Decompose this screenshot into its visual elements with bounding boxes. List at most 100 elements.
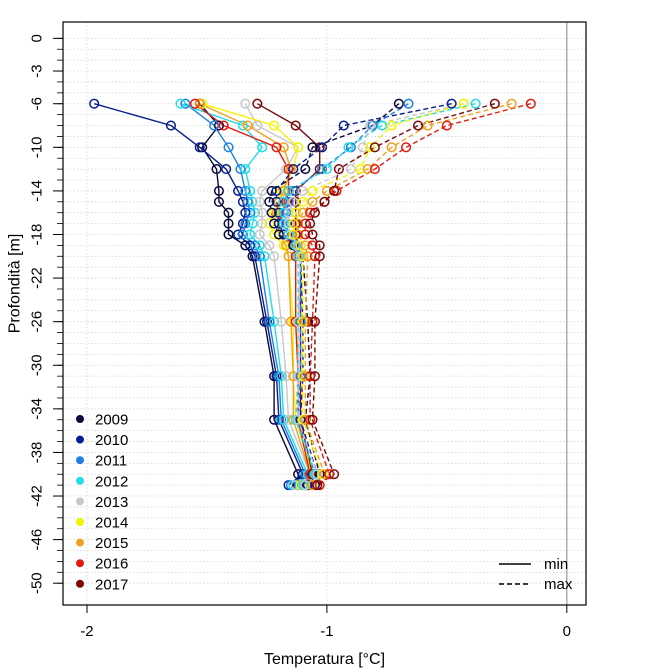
- data-point-2017-max: [312, 480, 323, 491]
- data-point-2013-min: [252, 120, 263, 131]
- data-point-2011-min: [180, 98, 191, 109]
- data-point-2016-max: [441, 120, 452, 131]
- legend-swatch-2012: [76, 476, 84, 485]
- data-point-2012-max: [343, 142, 354, 153]
- y-axis-label: Profondità [m]: [7, 234, 24, 334]
- data-point-2012-min: [247, 218, 258, 229]
- y-tick-label: -42: [29, 485, 46, 507]
- x-tick-label: -1: [320, 623, 333, 640]
- data-point-2012-min: [269, 316, 280, 327]
- data-point-2015-min: [278, 142, 289, 153]
- data-point-2016-max: [307, 240, 318, 251]
- series-line-2010-min: [94, 103, 304, 486]
- legend-label-2010: 2010: [95, 432, 128, 449]
- data-point-2014-max: [295, 240, 306, 251]
- data-point-2012-max: [321, 164, 332, 175]
- data-point-2012-max: [283, 185, 294, 196]
- data-point-2017-max: [314, 251, 325, 262]
- data-point-2009-max: [393, 98, 404, 109]
- data-point-2012-min: [278, 414, 289, 425]
- legend-label-2012: 2012: [95, 473, 128, 490]
- data-point-2015-max: [300, 371, 311, 382]
- data-point-2015-max: [307, 480, 318, 491]
- legend-label-2015: 2015: [95, 535, 128, 552]
- data-point-2009-max: [269, 218, 280, 229]
- data-point-2010-max: [317, 142, 328, 153]
- data-point-2016-max: [525, 98, 536, 109]
- x-axis-label: Temperatura [°C]: [264, 651, 385, 668]
- data-point-2014-max: [458, 98, 469, 109]
- data-point-2016-max: [305, 371, 316, 382]
- y-tick-label: -26: [29, 311, 46, 333]
- data-point-2013-max: [293, 414, 304, 425]
- data-point-2015-max: [302, 251, 313, 262]
- y-tick-label: -50: [29, 572, 46, 594]
- data-point-2013-max: [288, 196, 299, 207]
- data-point-2015-max: [321, 185, 332, 196]
- series-line-2009-min: [199, 103, 299, 486]
- series-line-2015-min: [199, 103, 311, 486]
- legend-swatch-2014: [76, 518, 84, 526]
- data-point-2010-min: [165, 120, 177, 131]
- legend-label-2013: 2013: [95, 494, 128, 511]
- data-point-2009-max: [300, 164, 311, 175]
- series-line-2016-min: [194, 103, 311, 486]
- data-point-2012-min: [249, 207, 260, 218]
- data-point-2015-min: [278, 185, 289, 196]
- data-point-2017-max: [309, 371, 320, 382]
- data-point-2009-max: [266, 185, 277, 196]
- data-point-2010-min: [233, 229, 244, 240]
- data-point-2011-min: [235, 164, 246, 175]
- data-point-2010-max: [278, 229, 289, 240]
- y-tick-label: -38: [29, 442, 46, 464]
- data-point-2013-max: [312, 469, 323, 480]
- data-point-2017-max: [307, 414, 318, 425]
- legend-label-2016: 2016: [95, 556, 128, 573]
- data-point-2009-min: [213, 185, 224, 196]
- data-point-2011-max: [403, 98, 414, 109]
- data-point-2016-max: [401, 142, 412, 153]
- data-point-2017-max: [329, 469, 340, 480]
- data-point-2010-min: [89, 98, 100, 109]
- data-point-2012-min: [237, 120, 248, 131]
- data-point-2015-min: [288, 371, 299, 382]
- data-point-2009-min: [213, 120, 224, 131]
- legend-label-2017: 2017: [95, 576, 128, 593]
- data-point-2016-max: [369, 164, 380, 175]
- data-point-2010-max: [273, 207, 284, 218]
- data-point-2013-min: [290, 480, 301, 491]
- legend-label-2011: 2011: [95, 453, 127, 470]
- data-point-2010-min: [194, 142, 205, 153]
- data-point-2013-min: [264, 240, 275, 251]
- series-line-2017-min: [256, 103, 321, 486]
- data-point-2011-min: [209, 120, 220, 131]
- series-line-2013-max: [287, 103, 464, 486]
- data-point-2014-max: [290, 207, 301, 218]
- plot-frame: [62, 21, 587, 606]
- data-point-2015-min: [194, 98, 205, 109]
- data-point-2009-min: [269, 414, 280, 425]
- data-point-2015-max: [319, 469, 330, 480]
- legend-swatch-2017: [76, 579, 84, 588]
- data-point-2010-min: [237, 196, 248, 207]
- data-point-2013-min: [240, 98, 251, 109]
- series-line-2017-max: [309, 103, 495, 486]
- data-point-2010-min: [249, 251, 260, 262]
- data-point-2010-max: [446, 98, 457, 109]
- legend-swatch-2015: [76, 538, 84, 547]
- data-point-2013-min: [257, 185, 268, 196]
- data-point-2010-min: [245, 240, 256, 251]
- data-point-2016-max: [300, 218, 311, 229]
- data-point-2009-max: [266, 207, 277, 218]
- legend-label-2014: 2014: [95, 515, 128, 532]
- data-point-2016-min: [189, 98, 200, 109]
- legend-swatch-2016: [76, 559, 84, 568]
- series-line-2014-min: [201, 103, 314, 486]
- data-point-2011-min: [240, 185, 251, 196]
- data-point-2015-max: [307, 196, 318, 207]
- data-point-2017-max: [309, 316, 320, 327]
- grid: [63, 22, 586, 605]
- data-point-2012-min: [245, 229, 256, 240]
- data-point-2011-min: [249, 240, 260, 251]
